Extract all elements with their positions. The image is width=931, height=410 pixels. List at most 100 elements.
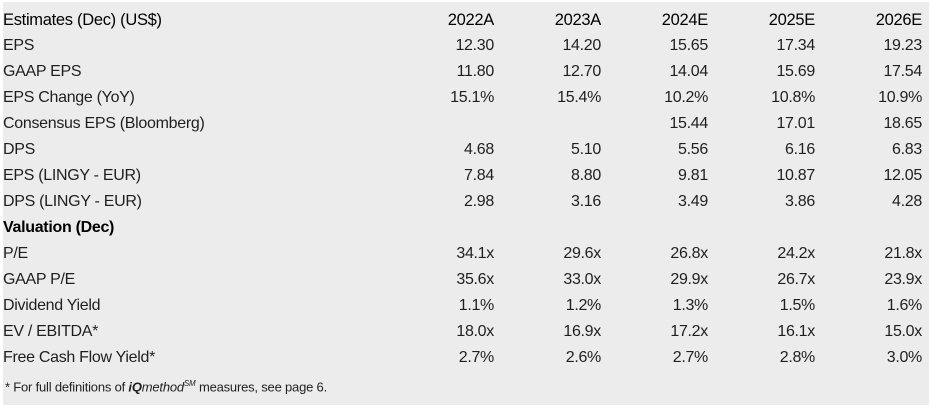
right-gutter bbox=[922, 215, 929, 241]
table-row: EPS 12.30 14.20 15.65 17.34 19.23 bbox=[3, 33, 929, 59]
row-label: EPS Change (YoY) bbox=[3, 89, 135, 106]
table-header-row: Estimates (Dec) (US$) 2022A 2023A 2024E … bbox=[3, 7, 929, 33]
cell-value: 6.83 bbox=[892, 141, 922, 158]
cell-value: 29.9x bbox=[670, 271, 708, 288]
cell-value bbox=[387, 215, 494, 241]
cell-value: 6.16 bbox=[785, 141, 815, 158]
right-gutter bbox=[922, 85, 929, 111]
cell-value: 12.70 bbox=[562, 63, 601, 80]
right-gutter bbox=[922, 59, 929, 85]
column-header-2024e: 2024E bbox=[661, 11, 708, 29]
cell-value: 5.56 bbox=[678, 141, 708, 158]
cell-value bbox=[494, 215, 601, 241]
estimates-panel: Estimates (Dec) (US$) 2022A 2023A 2024E … bbox=[3, 2, 929, 405]
cell-value: 17.34 bbox=[776, 37, 815, 54]
table-row: Consensus EPS (Bloomberg) 15.44 17.01 18.65 bbox=[3, 111, 929, 137]
iqmethod-servicemark: SM bbox=[183, 378, 196, 388]
cell-value: 15.1% bbox=[450, 89, 494, 106]
cell-value: 1.1% bbox=[458, 297, 494, 314]
cell-value: 3.16 bbox=[571, 193, 601, 210]
row-label: Consensus EPS (Bloomberg) bbox=[3, 115, 205, 132]
cell-value: 7.84 bbox=[464, 167, 494, 184]
cell-value: 3.49 bbox=[678, 193, 708, 210]
right-gutter bbox=[922, 319, 929, 345]
cell-value: 15.44 bbox=[669, 115, 708, 132]
right-gutter bbox=[922, 111, 929, 137]
row-label: EPS (LINGY - EUR) bbox=[3, 167, 141, 184]
right-gutter bbox=[922, 33, 929, 59]
cell-value: 11.80 bbox=[456, 63, 494, 80]
cell-value bbox=[601, 215, 708, 241]
footnote: * For full definitions of iQmethodSM mea… bbox=[3, 376, 929, 405]
cell-value: 1.6% bbox=[886, 297, 922, 314]
column-header-2022a: 2022A bbox=[447, 11, 494, 29]
cell-value: 23.9x bbox=[884, 271, 922, 288]
cell-value: 3.0% bbox=[886, 349, 922, 366]
cell-value: 35.6x bbox=[456, 271, 494, 288]
cell-value: 16.1x bbox=[777, 323, 815, 340]
cell-value bbox=[387, 111, 494, 137]
cell-value: 15.0x bbox=[884, 323, 922, 340]
right-gutter bbox=[922, 137, 929, 163]
cell-value: 26.8x bbox=[670, 245, 708, 262]
cell-value: 21.8x bbox=[884, 245, 922, 262]
cell-value: 18.65 bbox=[883, 115, 922, 132]
cell-value: 2.6% bbox=[565, 349, 601, 366]
column-header-2023a: 2023A bbox=[554, 11, 601, 29]
right-gutter bbox=[922, 189, 929, 215]
cell-value: 5.10 bbox=[571, 141, 601, 158]
table-row: DPS 4.68 5.10 5.56 6.16 6.83 bbox=[3, 137, 929, 163]
row-label: GAAP P/E bbox=[3, 271, 76, 288]
section-label: Valuation (Dec) bbox=[3, 219, 115, 236]
cell-value: 26.7x bbox=[777, 271, 815, 288]
cell-value: 29.6x bbox=[563, 245, 601, 262]
footnote-prefix: * For full definitions of bbox=[5, 379, 129, 394]
table-body: EPS 12.30 14.20 15.65 17.34 19.23 GAAP EPS 11.8… bbox=[3, 33, 929, 371]
cell-value: 12.05 bbox=[883, 167, 922, 184]
cell-value: 2.98 bbox=[464, 193, 494, 210]
right-gutter bbox=[922, 293, 929, 319]
cell-value: 10.9% bbox=[878, 89, 922, 106]
cell-value: 3.86 bbox=[785, 193, 815, 210]
table-row: Dividend Yield 1.1% 1.2% 1.3% 1.5% 1.6% bbox=[3, 293, 929, 319]
cell-value: 4.28 bbox=[892, 193, 922, 210]
cell-value: 17.01 bbox=[776, 115, 815, 132]
cell-value: 34.1x bbox=[456, 245, 494, 262]
footnote-suffix: measures, see page 6. bbox=[195, 379, 327, 394]
cell-value: 2.7% bbox=[672, 349, 708, 366]
right-gutter bbox=[922, 241, 929, 267]
table-row: EPS (LINGY - EUR) 7.84 8.80 9.81 10.87 12.05 bbox=[3, 163, 929, 189]
column-header-2025e: 2025E bbox=[768, 11, 815, 29]
table-row: Valuation (Dec) bbox=[3, 215, 929, 241]
cell-value: 12.30 bbox=[455, 37, 494, 54]
cell-value bbox=[708, 215, 815, 241]
table-row: DPS (LINGY - EUR) 2.98 3.16 3.49 3.86 4.28 bbox=[3, 189, 929, 215]
table-row: P/E 34.1x 29.6x 26.8x 24.2x 21.8x bbox=[3, 241, 929, 267]
table-title: Estimates (Dec) (US$) bbox=[3, 11, 162, 29]
right-gutter bbox=[922, 7, 929, 33]
right-gutter bbox=[922, 267, 929, 293]
row-label: DPS bbox=[3, 141, 35, 158]
cell-value: 9.81 bbox=[678, 167, 708, 184]
cell-value: 24.2x bbox=[777, 245, 815, 262]
cell-value: 19.23 bbox=[883, 37, 922, 54]
row-label: Dividend Yield bbox=[3, 297, 101, 314]
cell-value: 1.5% bbox=[779, 297, 815, 314]
right-gutter bbox=[922, 345, 929, 371]
row-label: GAAP EPS bbox=[3, 63, 82, 80]
cell-value: 2.8% bbox=[779, 349, 815, 366]
cell-value: 8.80 bbox=[571, 167, 601, 184]
cell-value: 1.2% bbox=[565, 297, 601, 314]
cell-value: 14.20 bbox=[562, 37, 601, 54]
cell-value: 16.9x bbox=[563, 323, 601, 340]
estimates-table: Estimates (Dec) (US$) 2022A 2023A 2024E … bbox=[3, 7, 929, 371]
table-row: GAAP P/E 35.6x 33.0x 29.9x 26.7x 23.9x bbox=[3, 267, 929, 293]
cell-value: 18.0x bbox=[456, 323, 494, 340]
cell-value: 10.87 bbox=[776, 167, 815, 184]
cell-value: 15.65 bbox=[669, 37, 708, 54]
cell-value: 1.3% bbox=[672, 297, 708, 314]
cell-value: 2.7% bbox=[458, 349, 494, 366]
table-row: EPS Change (YoY) 15.1% 15.4% 10.2% 10.8% 10.9… bbox=[3, 85, 929, 111]
cell-value: 10.2% bbox=[664, 89, 708, 106]
